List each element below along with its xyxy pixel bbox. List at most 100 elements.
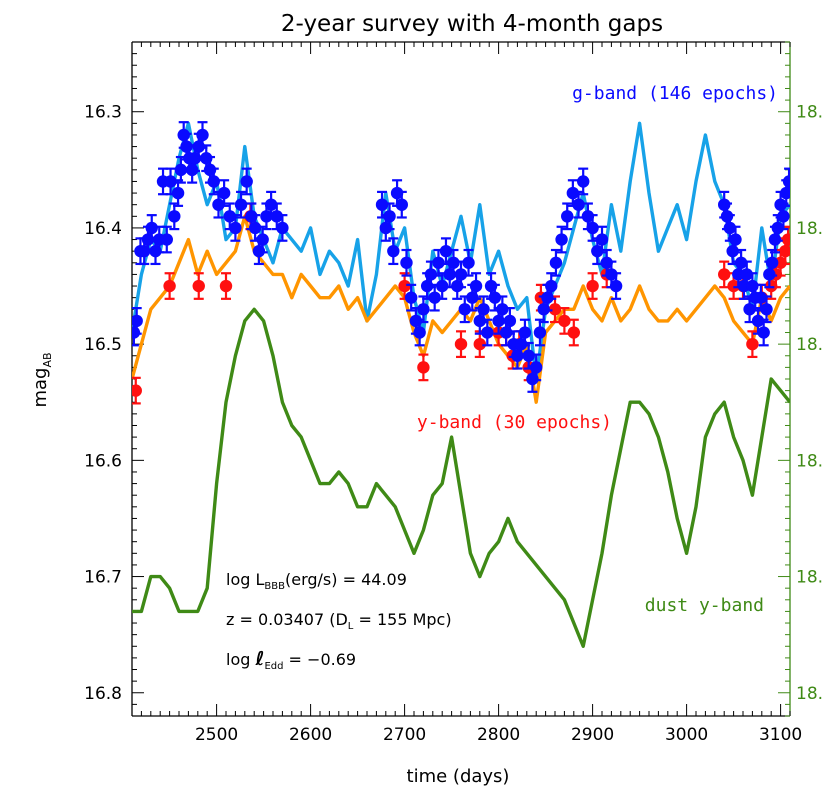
legend-dust: dust y-band	[645, 595, 764, 616]
data-point	[132, 314, 143, 328]
y-tick-label: 16.6	[84, 451, 122, 471]
data-point	[779, 244, 790, 258]
data-point	[207, 175, 220, 188]
data-point	[398, 279, 411, 293]
data-point	[248, 221, 262, 235]
data-point	[743, 303, 756, 316]
data-point	[530, 361, 543, 374]
y-tick-label-right: 18.	[796, 451, 823, 471]
data-point	[777, 210, 790, 223]
data-point	[488, 291, 502, 304]
y-tick-label: 16.3	[84, 103, 122, 123]
x-tick-label: 2600	[289, 725, 332, 745]
data-point	[439, 244, 453, 258]
data-point	[462, 256, 475, 269]
data-point	[164, 175, 177, 188]
data-point	[558, 314, 571, 328]
data-point	[260, 210, 273, 223]
y-tick-label: 16.7	[84, 568, 122, 588]
y-tick-label-right: 18.	[796, 568, 823, 588]
series-line-g-band-model	[132, 121, 790, 381]
data-point	[217, 186, 231, 200]
x-axis: 2500 2600 2700 2800 2900 3000 3100	[131, 42, 802, 745]
data-point	[729, 233, 742, 246]
data-point	[586, 221, 599, 235]
data-point	[768, 233, 782, 246]
data-point	[424, 268, 438, 281]
data-point	[572, 198, 585, 211]
data-point	[760, 303, 773, 316]
data-point	[428, 291, 441, 304]
y-axis-label: magAB	[30, 352, 54, 407]
x-tick-label: 3100	[759, 725, 802, 745]
data-point	[171, 186, 185, 200]
data-point	[454, 268, 468, 281]
data-point	[458, 303, 471, 316]
data-point	[734, 256, 748, 269]
data-point	[757, 326, 770, 339]
data-point	[782, 175, 790, 188]
data-point	[400, 256, 413, 269]
data-point	[177, 128, 190, 142]
data-point	[432, 256, 445, 269]
data-point	[781, 233, 790, 246]
data-point	[145, 221, 158, 235]
data-point	[132, 384, 142, 397]
y-tick-label-right: 18.	[796, 103, 823, 123]
data-point	[223, 210, 236, 223]
y-axis-left: 16.3 16.4 16.5 16.6 16.7 16.8	[84, 41, 144, 717]
annotation-redshift: z = 0.03407 (DL = 155 Mpc)	[226, 610, 452, 632]
data-point	[746, 337, 759, 351]
chart-title: 2-year survey with 4-month gaps	[281, 11, 663, 37]
data-point	[196, 128, 209, 142]
data-point	[727, 279, 740, 293]
data-point	[518, 326, 532, 339]
data-point	[132, 326, 141, 339]
y-tick-label: 16.8	[84, 684, 122, 704]
data-point	[192, 279, 205, 293]
data-point	[561, 210, 574, 223]
data-point	[417, 303, 430, 316]
series-line-dust-y-band	[132, 307, 790, 648]
data-point	[566, 186, 580, 200]
data-point	[740, 268, 753, 281]
data-point	[447, 256, 460, 269]
data-point	[746, 279, 759, 293]
data-point	[234, 198, 248, 211]
data-point	[174, 163, 188, 177]
data-point	[496, 303, 509, 316]
y-axis-right: 18. 18. 18. 18. 18. 18.	[778, 41, 823, 717]
data-point	[718, 268, 731, 281]
data-point	[591, 244, 604, 258]
data-point	[545, 279, 558, 293]
data-point	[751, 314, 765, 328]
annotation-lbbb: log LBBB(erg/s) = 44.09	[226, 570, 407, 592]
data-point	[387, 244, 400, 258]
data-point	[473, 337, 486, 351]
y-tick-label: 16.5	[84, 335, 122, 355]
y-tick-label-right: 18.	[796, 684, 823, 704]
x-tick-label: 3000	[665, 725, 708, 745]
legend-g-band: g-band (146 epochs)	[572, 83, 778, 104]
data-point	[567, 326, 580, 339]
data-point	[256, 233, 269, 246]
data-point	[469, 279, 483, 293]
data-point	[185, 163, 199, 177]
data-point	[180, 140, 193, 153]
data-point	[163, 279, 176, 293]
data-point	[503, 314, 517, 328]
data-point	[413, 326, 426, 339]
data-point	[765, 256, 779, 269]
x-tick-label: 2500	[195, 725, 238, 745]
data-point	[417, 361, 430, 374]
data-point	[454, 337, 468, 351]
data-point	[720, 210, 734, 223]
data-point	[605, 268, 618, 281]
data-point	[219, 279, 233, 293]
data-point	[522, 349, 535, 362]
y-tick-label-right: 18.	[796, 335, 823, 355]
x-tick-label: 2700	[383, 725, 426, 745]
data-point	[774, 198, 787, 211]
data-point	[549, 256, 563, 269]
